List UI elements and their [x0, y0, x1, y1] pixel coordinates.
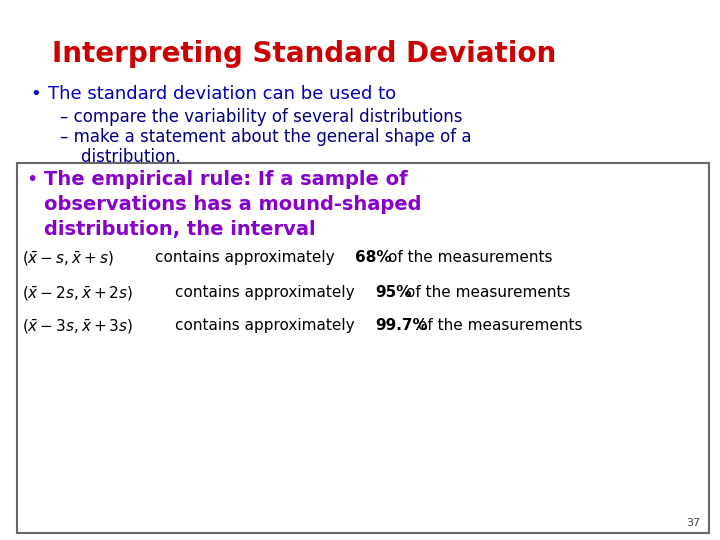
Text: •: • — [30, 85, 41, 103]
Text: 37: 37 — [686, 518, 700, 528]
Text: 68%: 68% — [355, 250, 392, 265]
Text: 99.7%: 99.7% — [375, 318, 428, 333]
FancyBboxPatch shape — [17, 163, 709, 533]
Text: contains approximately: contains approximately — [155, 250, 335, 265]
Text: $(\bar{x}-2s,\bar{x}+2s)$: $(\bar{x}-2s,\bar{x}+2s)$ — [22, 285, 133, 303]
Text: Interpreting Standard Deviation: Interpreting Standard Deviation — [52, 40, 557, 68]
Text: contains approximately: contains approximately — [175, 285, 355, 300]
Text: of the measurements: of the measurements — [388, 250, 552, 265]
Text: – make a statement about the general shape of a: – make a statement about the general sha… — [60, 128, 472, 146]
Text: of the measurements: of the measurements — [418, 318, 582, 333]
Text: distribution.: distribution. — [60, 148, 181, 166]
Text: $(\bar{x}-s,\bar{x}+s)$: $(\bar{x}-s,\bar{x}+s)$ — [22, 250, 114, 268]
Text: observations has a mound-shaped: observations has a mound-shaped — [44, 195, 421, 214]
Text: of the measurements: of the measurements — [406, 285, 570, 300]
Text: contains approximately: contains approximately — [175, 318, 355, 333]
Text: 95%: 95% — [375, 285, 412, 300]
Text: $(\bar{x}-3s,\bar{x}+3s)$: $(\bar{x}-3s,\bar{x}+3s)$ — [22, 318, 133, 336]
Text: The empirical rule: If a sample of: The empirical rule: If a sample of — [44, 170, 408, 189]
Text: The standard deviation can be used to: The standard deviation can be used to — [48, 85, 396, 103]
Text: distribution, the interval: distribution, the interval — [44, 220, 315, 239]
Text: – compare the variability of several distributions: – compare the variability of several dis… — [60, 108, 462, 126]
Text: •: • — [26, 170, 37, 189]
